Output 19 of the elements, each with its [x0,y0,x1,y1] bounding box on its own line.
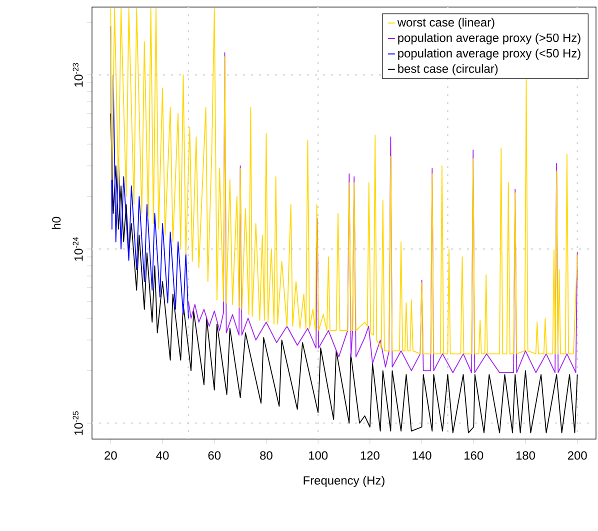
x-tick-label: 20 [104,451,117,460]
x-tick-label: 200 [568,451,587,460]
legend-label: population average proxy (>50 Hz) [398,33,580,44]
y-tick-label: 10$^{-25}$ [72,411,83,435]
x-tick-label: 60 [208,451,221,460]
legend-label: population average proxy (<50 Hz) [398,48,580,60]
x-tick-label: 100 [309,451,328,460]
x-tick-label: 80 [260,451,272,460]
x-tick-label: 120 [360,451,380,460]
x-tick-label: 140 [412,451,432,460]
y-tick-label: 10$^{-24}$ [72,237,83,261]
legend-label: best case (circular) [398,64,498,76]
y-tick-label: 10$^{-23}$ [72,63,83,87]
x-tick-label: 40 [156,451,169,460]
x-tick-label: 180 [516,451,535,460]
y-axis-title: h0 [52,216,61,229]
x-tick-label: 160 [464,451,484,460]
legend-label: worst case (linear) [397,18,494,29]
x-axis-title: Frequency (Hz) [304,476,384,488]
